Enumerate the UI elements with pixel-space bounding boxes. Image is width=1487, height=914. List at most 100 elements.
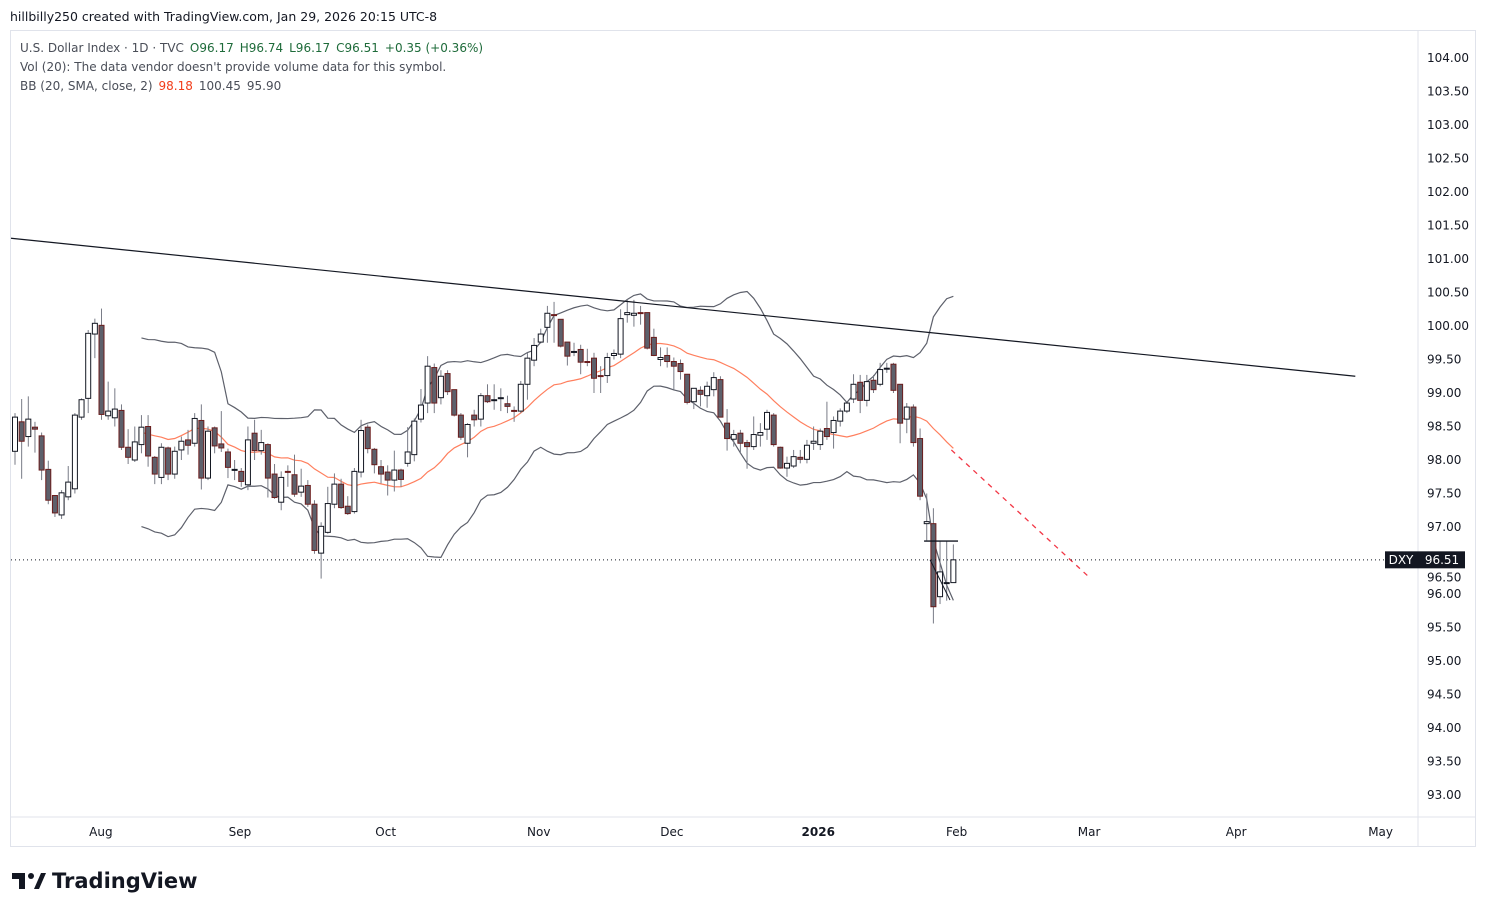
candle-body-down: [397, 469, 404, 480]
candle: [471, 409, 478, 427]
candle: [604, 352, 611, 383]
candle-body-up: [690, 387, 697, 403]
candle: [903, 403, 910, 434]
candle-body-down: [98, 324, 105, 415]
candle: [364, 424, 371, 454]
candle: [464, 423, 471, 458]
candle-body-up: [477, 395, 484, 420]
candle: [284, 465, 291, 487]
trendline[interactable]: [10, 237, 1356, 377]
symbol-tag-bg: [1385, 551, 1418, 569]
legend-open: O96.17: [189, 41, 234, 55]
candle: [810, 426, 817, 450]
candle: [923, 493, 930, 541]
candle-body-up: [863, 381, 870, 401]
candle: [178, 436, 185, 460]
candle-body-up: [171, 450, 178, 475]
candle-body-down: [224, 451, 231, 468]
candle: [125, 429, 132, 465]
candle: [378, 460, 385, 484]
candle-body-up: [531, 344, 538, 361]
legend-bb-row[interactable]: BB (20, SMA, close, 2) 98.18 100.45 95.90: [20, 77, 483, 96]
candle: [358, 419, 365, 478]
candle: [863, 374, 870, 407]
candle-body-up: [571, 350, 578, 353]
price-tick-label: 102.00: [1427, 185, 1469, 199]
candle: [278, 471, 285, 511]
candle-body-up: [657, 356, 664, 360]
candle: [111, 388, 118, 427]
time-tick-label: Dec: [660, 825, 683, 839]
candle-body-up: [923, 521, 930, 525]
candle: [843, 402, 850, 414]
candle: [477, 393, 484, 427]
price-tick-label: 100.50: [1427, 286, 1469, 300]
price-tick-label: 102.50: [1427, 152, 1469, 166]
candle-body-up: [91, 322, 98, 335]
price-tick-label: 99.00: [1427, 386, 1461, 400]
candle: [664, 347, 671, 368]
candle-body-up: [750, 434, 757, 448]
legend-volume[interactable]: Vol (20): The data vendor doesn't provid…: [20, 60, 447, 74]
candle-body-down: [457, 414, 464, 438]
candle: [238, 468, 245, 487]
candle-body-down: [238, 470, 245, 482]
legend-symbol-row: U.S. Dollar Index · 1D · TVC O96.17 H96.74…: [20, 39, 483, 58]
drawings[interactable]: [10, 237, 1356, 601]
candle-body-up: [85, 332, 92, 399]
projection-dashed-line[interactable]: [950, 449, 1089, 577]
candle: [411, 418, 418, 462]
candle-body-up: [71, 414, 78, 490]
candle-body-up: [105, 410, 112, 417]
candle-body-up: [630, 312, 637, 316]
candle-body-down: [577, 348, 584, 363]
candle-body-down: [857, 381, 864, 401]
candle: [571, 342, 578, 357]
candle: [118, 404, 125, 450]
candle-body-up: [903, 406, 910, 420]
legend-close: C96.51: [336, 41, 379, 55]
candle: [817, 428, 824, 450]
candle-body-down: [504, 403, 511, 407]
candle: [764, 409, 771, 440]
candle-body-up: [244, 439, 251, 486]
time-tick-label: May: [1368, 825, 1393, 839]
candle-body-up: [178, 440, 185, 451]
candle: [324, 486, 331, 534]
candle-body-up: [158, 446, 165, 478]
candle: [544, 305, 551, 343]
time-axis[interactable]: Aug Sep Oct Nov Dec 2026 Feb Mar Apr May: [89, 825, 1393, 839]
legend-symbol[interactable]: U.S. Dollar Index · 1D · TVC: [20, 41, 184, 55]
candle: [744, 439, 751, 469]
candle-body-down: [384, 471, 391, 481]
candle: [417, 388, 424, 423]
candle: [577, 344, 584, 375]
time-tick-label: Sep: [229, 825, 252, 839]
candle: [657, 347, 664, 367]
legend-bb-label: BB (20, SMA, close, 2): [20, 79, 153, 93]
candle-body-down: [284, 470, 291, 473]
candle: [251, 419, 258, 460]
tradingview-logo[interactable]: TradingView: [12, 869, 197, 893]
candle: [231, 460, 238, 481]
candle: [391, 450, 398, 492]
tradingview-logo-icon: [12, 873, 46, 889]
candle: [717, 376, 724, 418]
legend-low: L96.17: [289, 41, 331, 55]
candle: [224, 448, 231, 479]
candle-body-up: [324, 503, 331, 533]
price-tick-label: 94.50: [1427, 688, 1461, 702]
candle: [304, 480, 311, 507]
candle-body-down: [145, 426, 152, 457]
candle: [937, 541, 944, 605]
candle: [58, 490, 65, 519]
candle-body-up: [610, 352, 617, 356]
candle-body-up: [883, 367, 890, 370]
candle-body-down: [551, 314, 558, 317]
time-tick-label: Feb: [946, 825, 967, 839]
price-axis[interactable]: 104.00 103.50 103.00 102.50 102.00 101.50 101.…: [1427, 51, 1469, 802]
candle-body-up: [517, 383, 524, 412]
candle: [18, 399, 25, 479]
diagonal-line[interactable]: [929, 559, 951, 601]
